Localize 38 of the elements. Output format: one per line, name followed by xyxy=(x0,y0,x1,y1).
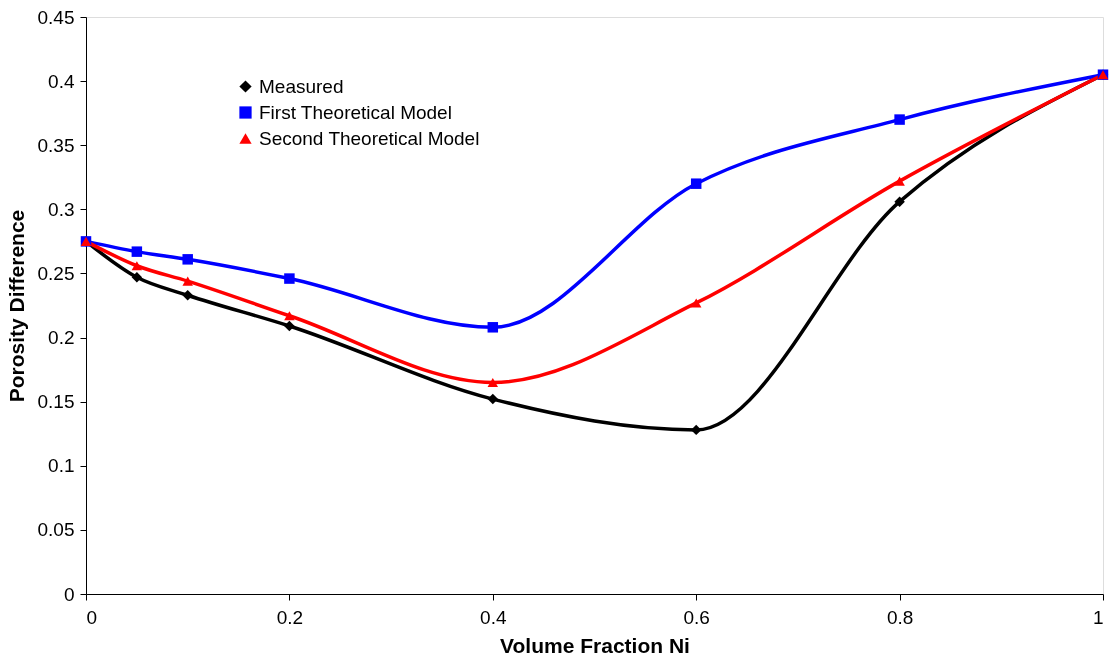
y-tick-label: 0.1 xyxy=(48,455,75,477)
legend-label: Second Theoretical Model xyxy=(259,127,480,149)
legend-label: First Theoretical Model xyxy=(259,101,452,123)
x-axis-title: Volume Fraction Ni xyxy=(500,633,690,657)
x-tick-label: 0.6 xyxy=(683,606,710,628)
point xyxy=(131,272,143,283)
x-tick-label: 1 xyxy=(1092,606,1104,628)
point xyxy=(690,178,702,189)
point xyxy=(894,176,905,186)
point xyxy=(894,114,905,125)
point xyxy=(894,196,905,207)
x-tick-label: 0.2 xyxy=(276,606,304,628)
y-axis-title: Porosity Difference xyxy=(4,209,28,403)
point xyxy=(131,261,143,271)
point xyxy=(487,322,499,333)
y-tick-label: 0.3 xyxy=(48,198,75,220)
y-tick-label: 0.05 xyxy=(37,519,75,541)
point xyxy=(487,377,499,387)
y-tick-label: 0 xyxy=(63,583,75,605)
point xyxy=(284,311,295,321)
x-tick-label: 0.4 xyxy=(480,606,507,628)
x-tick-label: 0 xyxy=(86,606,98,628)
y-tick-label: 0.2 xyxy=(48,327,75,349)
point xyxy=(182,290,193,301)
point xyxy=(487,393,499,405)
point xyxy=(182,254,193,265)
point xyxy=(284,320,295,332)
point xyxy=(182,276,193,286)
legend-label: Measured xyxy=(259,75,344,97)
y-tick-label: 0.15 xyxy=(37,391,75,413)
x-tick-label: 0.8 xyxy=(886,606,914,628)
point xyxy=(131,246,143,257)
point xyxy=(690,298,702,308)
y-tick-label: 0.45 xyxy=(37,6,75,28)
point xyxy=(284,273,295,284)
y-tick-label: 0.25 xyxy=(37,262,75,284)
y-tick-label: 0.4 xyxy=(48,70,75,92)
y-tick-label: 0.35 xyxy=(37,134,75,156)
